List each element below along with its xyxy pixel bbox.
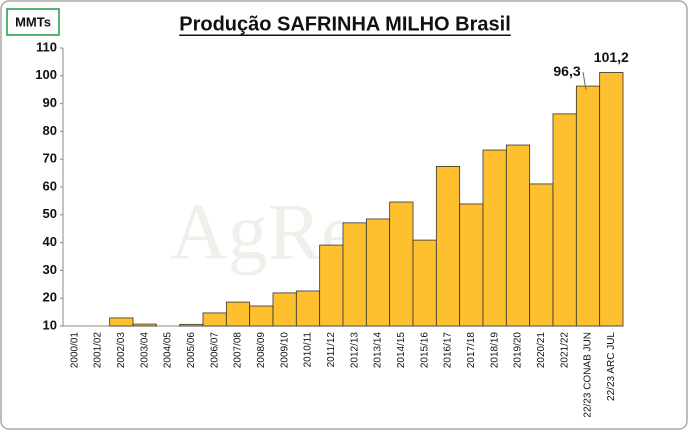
x-tick-label: 2000/01 xyxy=(69,332,80,369)
x-tick-label: 2009/10 xyxy=(279,332,290,369)
x-tick-label: 2010/11 xyxy=(303,332,314,368)
y-tick-label: 40 xyxy=(43,234,57,249)
x-tick-label: 2015/16 xyxy=(419,332,430,369)
x-tick-label: 2001/02 xyxy=(93,332,104,369)
x-tick-label: 2017/18 xyxy=(466,332,477,369)
bar xyxy=(365,218,391,327)
bar xyxy=(225,301,251,327)
data-label: 101,2 xyxy=(594,49,629,65)
x-tick-label: 22/23 CONAB JUN xyxy=(583,332,594,418)
x-tick-label: 2020/21 xyxy=(536,332,547,369)
bar xyxy=(295,290,321,327)
x-tick-label: 2007/08 xyxy=(233,332,244,369)
y-tick-label: 60 xyxy=(43,178,57,193)
x-tick-label: 2002/03 xyxy=(116,332,127,369)
bar xyxy=(319,244,344,327)
x-tick-label: 2014/15 xyxy=(396,332,407,369)
leader-line xyxy=(582,72,587,91)
bar xyxy=(389,201,414,327)
y-tick-label: 90 xyxy=(43,95,57,110)
x-tick-label: 2011/12 xyxy=(326,332,337,368)
bar xyxy=(459,203,484,327)
bar xyxy=(599,72,624,327)
x-tick-label: 2016/17 xyxy=(443,332,454,369)
x-tick-label: 2021/22 xyxy=(559,332,570,369)
x-tick-label: 2012/13 xyxy=(349,332,360,369)
bar xyxy=(109,317,134,327)
bar xyxy=(179,323,204,327)
x-tick-label: 2019/20 xyxy=(513,332,524,369)
x-tick-label: 2004/05 xyxy=(163,332,174,369)
y-tick-label: 70 xyxy=(43,151,57,166)
x-tick-label: 2013/14 xyxy=(373,332,384,369)
data-label: 96,3 xyxy=(553,63,580,79)
unit-label: MMTs xyxy=(15,14,51,29)
y-tick-label: 20 xyxy=(43,290,57,305)
bar xyxy=(482,149,507,327)
y-tick-label: 30 xyxy=(43,262,57,277)
x-tick-label: 2006/07 xyxy=(209,332,220,369)
bar xyxy=(249,305,274,327)
unit-box xyxy=(6,8,60,36)
bar xyxy=(505,144,531,327)
chart-title: Produção SAFRINHA MILHO Brasil xyxy=(179,13,511,35)
bar xyxy=(272,292,297,327)
bar xyxy=(342,222,367,327)
x-tick-label: 2018/19 xyxy=(489,332,500,369)
bar xyxy=(202,312,227,327)
x-tick-label: 2003/04 xyxy=(139,332,150,369)
x-tick-label: 22/23 ARC JUL xyxy=(606,332,617,401)
y-tick-label: 80 xyxy=(43,123,57,138)
bar xyxy=(575,85,601,327)
y-tick-label: 100 xyxy=(35,67,57,82)
y-tick-label: 110 xyxy=(36,39,57,54)
bar xyxy=(132,323,157,327)
x-tick-label: 2008/09 xyxy=(256,332,267,369)
bar xyxy=(529,183,554,327)
y-tick-label: 50 xyxy=(43,206,57,221)
y-tick-label: 10 xyxy=(43,317,57,332)
bar xyxy=(552,113,577,327)
bar xyxy=(435,166,461,327)
bar xyxy=(412,239,437,327)
x-tick-label: 2005/06 xyxy=(186,332,197,369)
